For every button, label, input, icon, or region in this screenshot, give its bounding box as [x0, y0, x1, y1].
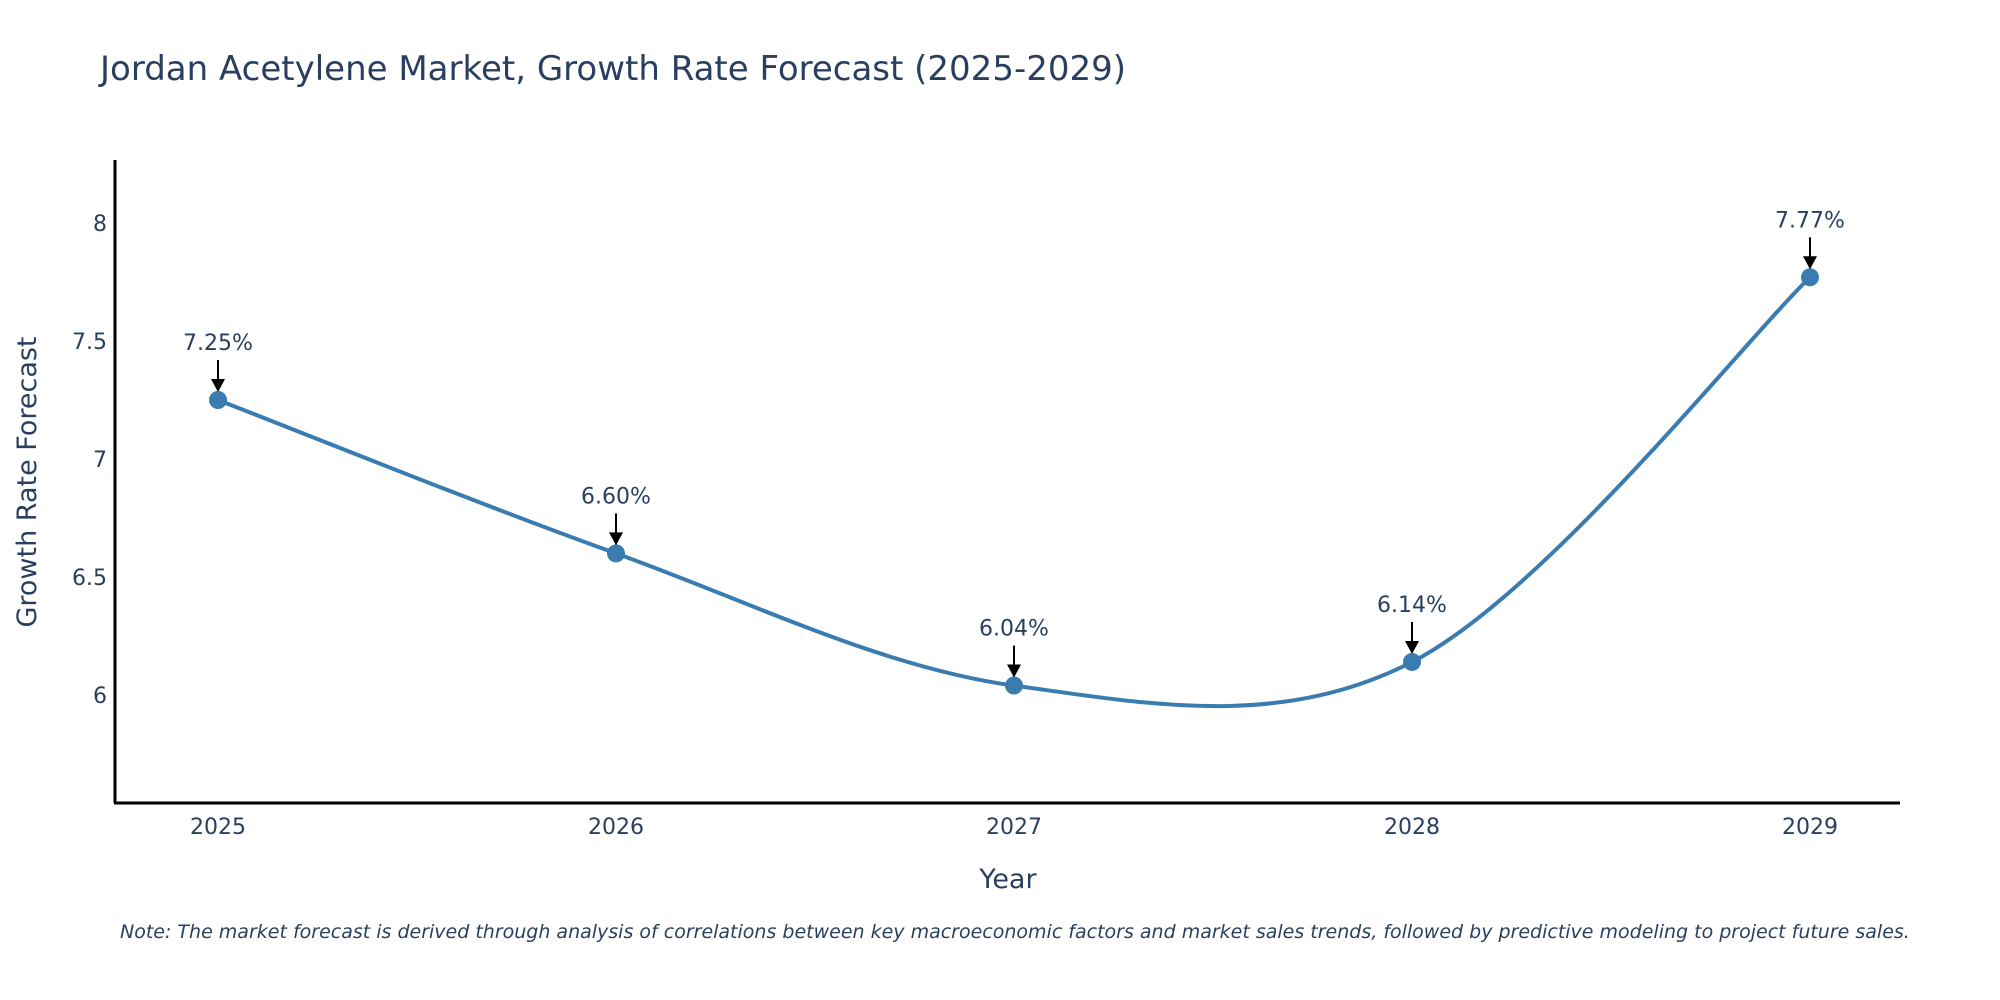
data-point-marker — [1005, 676, 1023, 695]
data-label-annotation: 6.14% — [1377, 593, 1447, 654]
y-tick-label: 6 — [93, 684, 107, 709]
data-point-marker — [209, 391, 227, 409]
y-tick-label: 7 — [93, 448, 107, 473]
y-tick-label: 8 — [93, 212, 107, 237]
annotation-arrow-head — [609, 532, 623, 546]
y-axis-title: Growth Rate Forecast — [12, 336, 43, 627]
data-label: 7.77% — [1775, 208, 1845, 233]
x-tick-label: 2027 — [986, 815, 1042, 840]
x-tick-label: 2025 — [190, 815, 246, 840]
data-label-annotation: 6.04% — [979, 617, 1049, 678]
data-label: 7.25% — [183, 331, 253, 356]
series-markers — [209, 268, 1819, 695]
x-tick-label: 2029 — [1782, 815, 1838, 840]
x-axis-title: Year — [978, 864, 1037, 895]
data-label: 6.60% — [581, 484, 651, 509]
data-label: 6.04% — [979, 617, 1049, 642]
data-point-marker — [607, 544, 625, 563]
data-label: 6.14% — [1377, 593, 1447, 618]
x-tick-label: 2026 — [588, 815, 644, 840]
annotation-arrow-head — [1405, 640, 1419, 654]
x-tick-label: 2028 — [1384, 815, 1440, 840]
chart-title: Jordan Acetylene Market, Growth Rate For… — [98, 49, 1126, 89]
data-point-marker — [1801, 268, 1819, 287]
annotation-arrow-head — [1803, 256, 1817, 270]
annotation-arrow-head — [1007, 664, 1021, 678]
data-label-annotation: 6.60% — [581, 484, 651, 546]
annotation-arrow-head — [211, 379, 225, 392]
y-tick-labels: 6 6.5 7 7.5 8 — [72, 212, 107, 709]
data-label-annotation: 7.25% — [183, 331, 253, 392]
plot-area: 6 6.5 7 7.5 8 2025 2026 2027 2028 2029 7.25% 6.60… — [72, 160, 1900, 840]
y-tick-label: 7.5 — [72, 330, 107, 355]
data-label-annotations: 7.25% 6.60% 6.04% 6.14% 7.77% — [183, 208, 1845, 678]
series-line-growth-rate — [217, 275, 1812, 709]
chart-note: Note: The market forecast is derived thr… — [120, 921, 1910, 943]
data-point-marker — [1403, 652, 1421, 671]
x-tick-labels: 2025 2026 2027 2028 2029 — [190, 815, 1838, 840]
y-tick-label: 6.5 — [72, 566, 107, 591]
data-label-annotation: 7.77% — [1775, 208, 1845, 270]
